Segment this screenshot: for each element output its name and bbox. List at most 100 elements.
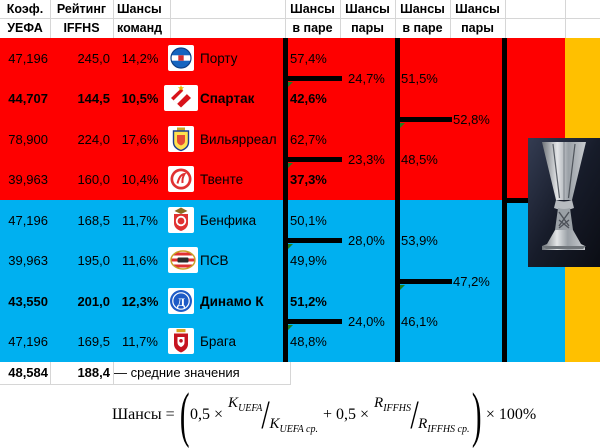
- header-pair-prob-1-line2: пары: [351, 21, 384, 35]
- top-bracket-red-background: [0, 38, 565, 200]
- bracket-line-semifinal2: [395, 279, 452, 284]
- bracket-vline-round1: [283, 38, 288, 362]
- header-pair-prob-2-line2: пары: [461, 21, 494, 35]
- table-row: 44,707 144,5 10,5% Спартак 42,6%: [0, 78, 600, 119]
- team-name: Брага: [200, 334, 237, 349]
- formula-coef1: 0,5 ×: [190, 406, 228, 423]
- formula-fraction-iffhs: RIFFHS / RIFFHS ср.: [374, 392, 470, 437]
- gridline: [113, 0, 114, 38]
- header-pair-prob-1-line1: Шансы: [345, 2, 390, 16]
- cell-corner-marker: [288, 244, 293, 249]
- gridline: [340, 0, 341, 38]
- spartak-logo-icon: [164, 85, 198, 111]
- villarreal-logo-icon: [168, 126, 194, 152]
- team-name: ПСВ: [200, 253, 229, 268]
- cell-corner-marker: [288, 163, 293, 168]
- uefa-coef-value: 43,550: [8, 294, 48, 309]
- semifinal-chance-3: 53,9%: [401, 233, 438, 248]
- gridline: [285, 0, 286, 38]
- iffhs-rating-value: 168,5: [77, 213, 110, 228]
- table-row: 39,963 195,0 11,6% ПСВ 49,9%: [0, 240, 600, 281]
- table-row: 47,196 168,5 11,7% Бенфика 50,1%: [0, 200, 600, 241]
- pair-chance-value: 62,7%: [290, 132, 327, 147]
- gridline: [450, 0, 451, 38]
- table-row: 43,550 201,0 12,3% Д Динамо К 51,2%: [0, 281, 600, 322]
- benfica-logo-icon: [168, 207, 194, 233]
- bracket-line-pair2: [283, 157, 342, 162]
- iffhs-rating-value: 201,0: [77, 294, 110, 309]
- gridline: [170, 0, 171, 38]
- table-row: 47,196 245,0 14,2% Порту 57,4%: [0, 38, 600, 79]
- twente-logo-icon: [168, 166, 194, 192]
- formula-slash: /: [261, 392, 271, 437]
- cell-corner-marker: [400, 285, 405, 290]
- iffhs-rating-value: 144,5: [77, 91, 110, 106]
- table-row: 78,900 224,0 17,6% Вильярреал 62,7%: [0, 119, 600, 160]
- pair3-prob: 28,0%: [348, 233, 385, 248]
- bracket-line-pair4: [283, 319, 342, 324]
- semifinal-chance-4: 46,1%: [401, 314, 438, 329]
- header-team-chances-line1: Шансы: [117, 2, 162, 16]
- header-pair-chance-1-line2: в паре: [292, 21, 333, 35]
- team-name: Спартак: [200, 91, 255, 106]
- cell-corner-marker: [288, 325, 293, 330]
- gridline: [395, 0, 396, 38]
- iffhs-rating-value: 169,5: [77, 334, 110, 349]
- pair-chance-value: 57,4%: [290, 51, 327, 66]
- bottom-bracket-blue-background: [0, 200, 565, 362]
- gridline: [0, 384, 291, 385]
- uefa-coef-value: 47,196: [8, 213, 48, 228]
- gridline: [50, 0, 51, 38]
- gridline: [113, 362, 114, 384]
- semifinal-chance-1: 51,5%: [401, 71, 438, 86]
- formula-open-paren: (: [179, 380, 190, 448]
- bracket-vline-round2: [395, 38, 400, 362]
- uefa-coef-value: 78,900: [8, 132, 48, 147]
- iffhs-rating-average: 188,4: [77, 365, 110, 380]
- uefa-coef-value: 39,963: [8, 172, 48, 187]
- header-iffhs-rating-line1: Рейтинг: [56, 2, 107, 16]
- team-name: Динамо К: [200, 294, 264, 309]
- averages-row: 48,584 188,4 — средние значения: [0, 362, 600, 384]
- chances-formula: Шансы = ( 0,5 × KUEFA / KUEFA ср. + 0,5 …: [112, 384, 536, 446]
- uefa-coef-value: 39,963: [8, 253, 48, 268]
- pair-chance-value: 48,8%: [290, 334, 327, 349]
- iffhs-rating-value: 195,0: [77, 253, 110, 268]
- team-chance-value: 10,4%: [121, 172, 159, 187]
- table-row: 47,196 169,5 11,7% Брага 48,8%: [0, 321, 600, 362]
- header-uefa-coef-line1: Коэф.: [6, 2, 44, 16]
- europa-league-trophy-image: [528, 138, 600, 267]
- team-chance-value: 14,2%: [121, 51, 159, 66]
- pair-chance-value: 50,1%: [290, 213, 327, 228]
- header-team-chances-line2: команд: [117, 21, 163, 35]
- psv-logo-icon: [168, 247, 198, 273]
- iffhs-rating-value: 224,0: [77, 132, 110, 147]
- pair-chance-value: 37,3%: [290, 172, 327, 187]
- team-name: Порту: [200, 51, 238, 66]
- pair2-prob: 23,3%: [348, 152, 385, 167]
- uefa-coef-average: 48,584: [8, 365, 48, 380]
- formula-plus: + 0,5 ×: [318, 406, 374, 423]
- uefa-coef-value: 47,196: [8, 334, 48, 349]
- header-pair-prob-2-line1: Шансы: [455, 2, 500, 16]
- uefa-coef-value: 44,707: [8, 91, 48, 106]
- header-iffhs-rating-line2: IFFHS: [63, 21, 100, 35]
- formula-fraction-uefa: KUEFA / KUEFA ср.: [228, 392, 318, 437]
- averages-label: — средние значения: [114, 365, 240, 380]
- team-chance-value: 11,6%: [122, 253, 158, 268]
- formula-lhs: Шансы =: [112, 406, 179, 423]
- team-name: Твенте: [200, 172, 244, 187]
- team-chance-value: 17,6%: [121, 132, 159, 147]
- header-gridline: [0, 18, 600, 19]
- header-pair-chance-2-line2: в паре: [402, 21, 443, 35]
- pair1-prob: 24,7%: [348, 71, 385, 86]
- pair4-prob: 24,0%: [348, 314, 385, 329]
- bracket-line-final: [502, 198, 532, 203]
- cell-corner-marker: [400, 123, 405, 128]
- formula-slash: /: [410, 392, 419, 437]
- header-uefa-coef-line2: УЕФА: [7, 21, 43, 35]
- gridline: [290, 362, 291, 384]
- team-name: Вильярреал: [200, 132, 277, 147]
- gridline: [565, 0, 566, 38]
